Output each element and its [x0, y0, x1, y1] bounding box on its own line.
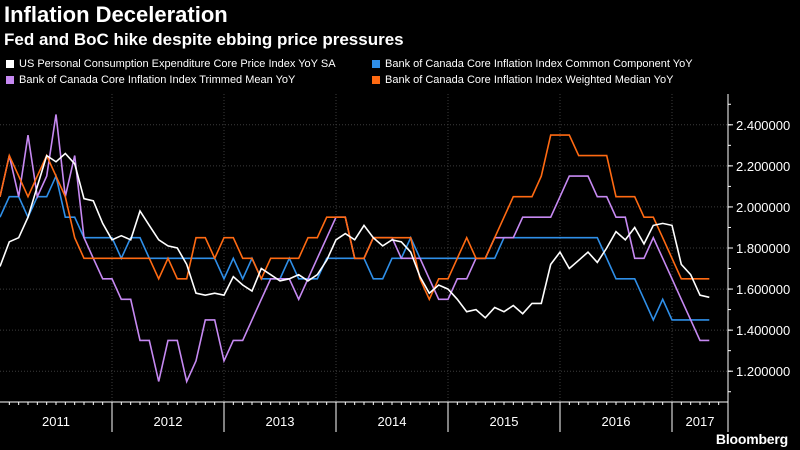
legend-swatch-boc-trimmed	[6, 76, 14, 84]
y-tick-label: 2.200000	[736, 159, 790, 174]
legend-item-us-pce: US Personal Consumption Expenditure Core…	[6, 58, 336, 70]
y-tick-label: 2.000000	[736, 200, 790, 215]
axes	[0, 94, 733, 432]
bloomberg-logo: Bloomberg	[715, 431, 788, 447]
y-tick-label: 1.800000	[736, 241, 790, 256]
legend-label-us-pce: US Personal Consumption Expenditure Core…	[19, 58, 336, 70]
chart-subtitle: Fed and BoC hike despite ebbing price pr…	[4, 30, 404, 49]
x-tick-label: 2013	[266, 414, 295, 429]
legend-label-boc-trimmed: Bank of Canada Core Inflation Index Trim…	[19, 74, 296, 86]
legend-label-boc-median: Bank of Canada Core Inflation Index Weig…	[385, 74, 674, 86]
x-tick-label: 2014	[378, 414, 407, 429]
legend-swatch-boc-common	[372, 60, 380, 68]
tick-labels: 1.200000 1.400000 1.600000 1.800000 2.000000…	[42, 118, 790, 429]
x-tick-label: 2012	[154, 414, 183, 429]
series-line-3	[0, 134, 710, 302]
chart-legend: US Personal Consumption Expenditure Core…	[6, 58, 736, 92]
legend-item-boc-common: Bank of Canada Core Inflation Index Comm…	[372, 58, 693, 70]
chart-title: Inflation Deceleration	[4, 2, 228, 27]
legend-item-boc-median: Bank of Canada Core Inflation Index Weig…	[372, 74, 673, 86]
legend-swatch-boc-median	[372, 76, 380, 84]
y-tick-label: 1.400000	[736, 323, 790, 338]
y-tick-label: 1.200000	[736, 364, 790, 379]
series-line-0	[0, 152, 710, 319]
y-tick-label: 1.600000	[736, 282, 790, 297]
x-tick-label: 2011	[42, 414, 70, 429]
x-tick-label: 2015	[490, 414, 519, 429]
series-lines	[0, 114, 710, 384]
grid	[0, 94, 728, 402]
legend-item-boc-trimmed: Bank of Canada Core Inflation Index Trim…	[6, 74, 295, 86]
x-tick-label: 2017	[686, 414, 715, 429]
x-tick-label: 2016	[602, 414, 631, 429]
legend-swatch-us-pce	[6, 60, 14, 68]
legend-label-boc-common: Bank of Canada Core Inflation Index Comm…	[385, 58, 693, 70]
y-tick-label: 2.400000	[736, 118, 790, 133]
